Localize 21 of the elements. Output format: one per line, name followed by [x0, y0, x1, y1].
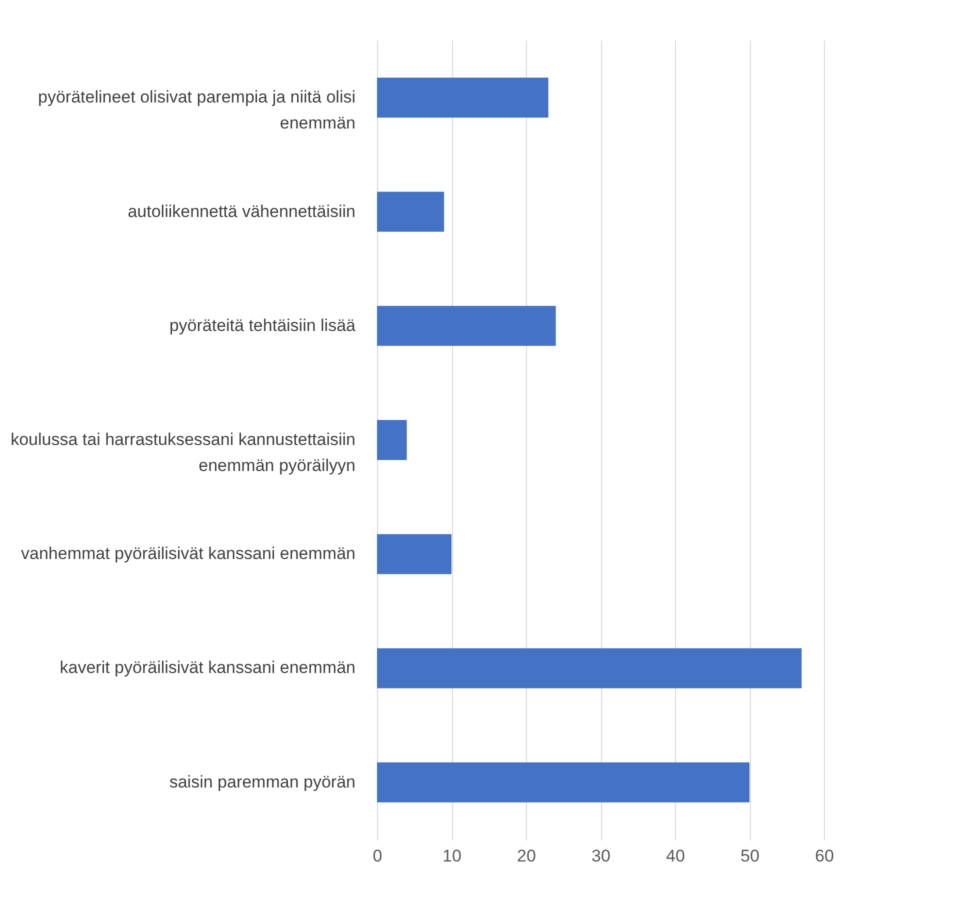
y-tick-label: pyöräteitä tehtäisiin lisää: [169, 316, 356, 335]
x-tick-label: 40: [666, 846, 685, 866]
bar: [377, 420, 407, 460]
y-tick-label: autoliikennettä vähennettäisiin: [128, 202, 356, 221]
bar: [377, 762, 750, 802]
x-tick-label: 60: [815, 846, 834, 866]
x-tick-label: 50: [740, 846, 760, 866]
bar: [377, 306, 556, 346]
y-tick-label: pyörätelineet olisivat parempia ja niitä olisi enemmän: [38, 88, 356, 133]
bar: [377, 648, 802, 688]
x-tick-label: 10: [442, 846, 462, 866]
y-tick-label: koulussa tai harrastuksessani kannustettaisiin enemmän pyöräilyyn: [10, 430, 356, 475]
y-tick-label: saisin paremman pyörän: [169, 772, 356, 792]
x-tick-label: 0: [372, 846, 382, 866]
bar: [377, 78, 548, 118]
y-tick-label: kaverit pyöräilisivät kanssani enemmän: [60, 658, 356, 678]
x-tick-label: 30: [592, 846, 610, 866]
bar: [377, 192, 444, 232]
bar: [377, 534, 452, 574]
x-tick-label: 20: [517, 846, 536, 866]
y-tick-label: vanhemmat pyöräilisivät kanssani enemmän: [21, 544, 356, 564]
